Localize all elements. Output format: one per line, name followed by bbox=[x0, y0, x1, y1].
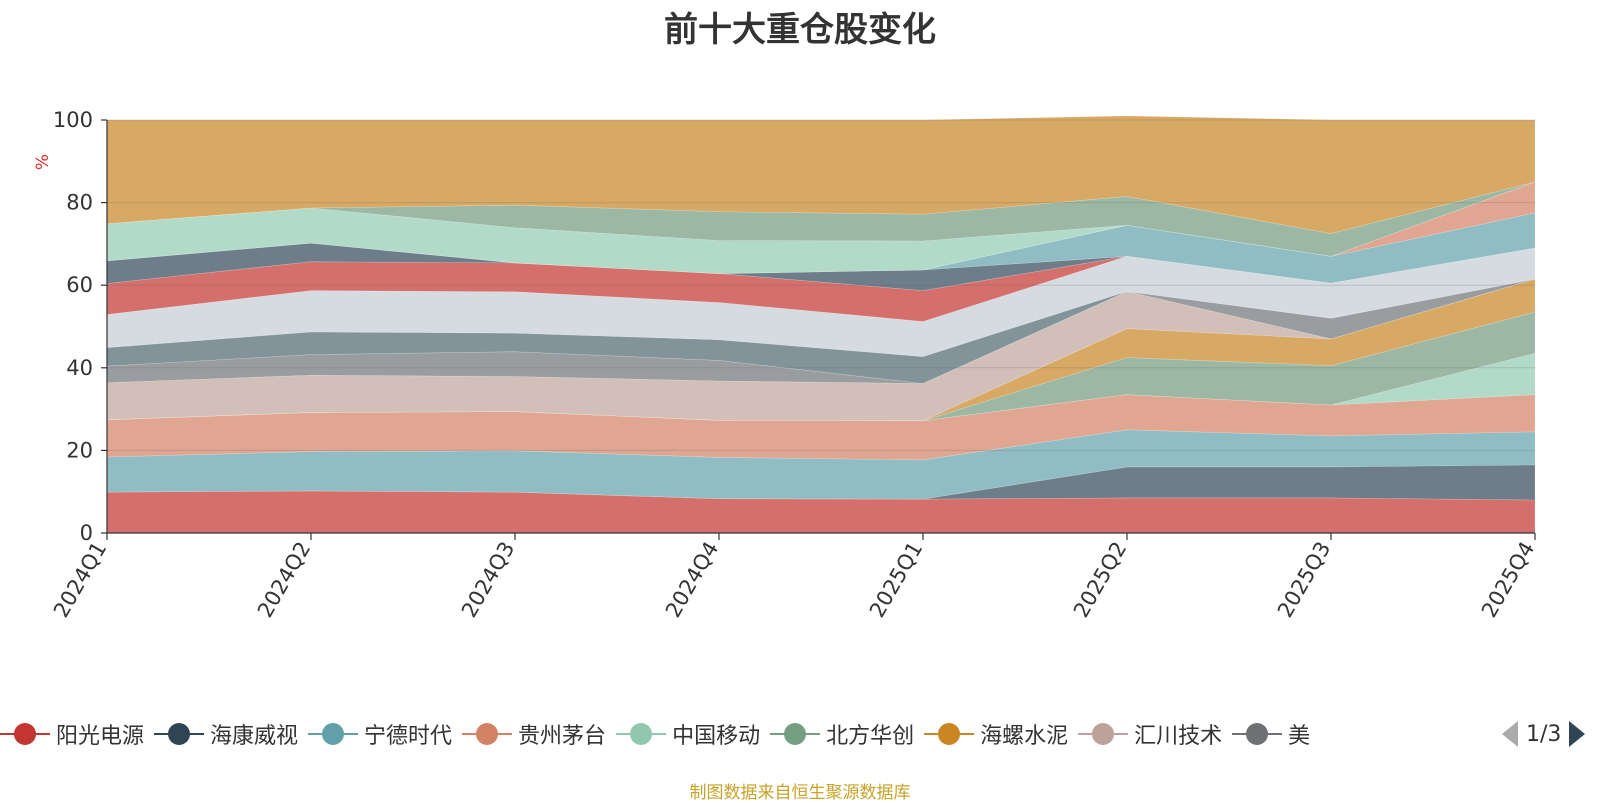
y-tick-label: 100 bbox=[53, 108, 93, 132]
area-series-4 bbox=[106, 352, 1536, 422]
x-tick-label: 2024Q2 bbox=[253, 538, 315, 622]
legend-marker-icon bbox=[1232, 723, 1283, 745]
x-tick-label: 2024Q3 bbox=[457, 538, 519, 622]
legend-label: 美 bbox=[1288, 724, 1311, 749]
x-tick-label: 2025Q3 bbox=[1273, 538, 1335, 622]
legend-marker-icon bbox=[308, 723, 359, 745]
legend-label: 阳光电源 bbox=[56, 724, 145, 749]
area-series-2 bbox=[106, 429, 1536, 500]
stacked-area-chart: 0 20 40 60 80 100 2024Q1 2024Q2 2024Q3 2024Q4 2025… bbox=[33, 108, 1539, 622]
x-tick-label: 2025Q2 bbox=[1069, 538, 1131, 622]
area-series-group bbox=[106, 115, 1536, 534]
legend-label: 海康威视 bbox=[210, 724, 299, 749]
legend-item[interactable]: 中国移动 bbox=[616, 714, 760, 754]
legend-pager: 1/3 bbox=[1500, 714, 1587, 754]
legend-item[interactable]: 海螺水泥 bbox=[924, 714, 1068, 754]
legend-label: 北方华创 bbox=[826, 724, 915, 749]
x-tick-label: 2024Q4 bbox=[661, 538, 723, 622]
legend-item[interactable]: 汇川技术 bbox=[1078, 714, 1222, 754]
data-source-footer: 制图数据来自恒生聚源数据库 bbox=[689, 783, 911, 803]
legend-marker-icon bbox=[770, 723, 821, 745]
legend-item[interactable]: 海康威视 bbox=[154, 714, 298, 754]
legend-item[interactable]: 贵州茅台 bbox=[462, 714, 606, 754]
y-tick-label: 20 bbox=[66, 438, 93, 462]
y-axis-label: % bbox=[33, 154, 53, 170]
legend-marker-icon bbox=[924, 723, 975, 745]
legend-item[interactable]: 北方华创 bbox=[770, 714, 914, 754]
legend-item[interactable]: 阳光电源 bbox=[0, 714, 144, 754]
y-tick-label: 0 bbox=[80, 521, 93, 545]
legend-item[interactable]: 美 bbox=[1232, 714, 1310, 754]
y-tick-label: 80 bbox=[66, 191, 93, 215]
legend-label: 海螺水泥 bbox=[980, 724, 1069, 749]
y-tick-label: 60 bbox=[66, 273, 93, 297]
legend-marker-icon bbox=[0, 723, 50, 745]
legend-marker-icon bbox=[1078, 723, 1129, 745]
x-tick-label: 2024Q1 bbox=[49, 538, 111, 622]
area-series-6 bbox=[106, 278, 1536, 422]
legend-label: 汇川技术 bbox=[1134, 724, 1223, 749]
gridlines bbox=[107, 119, 1535, 451]
legend-marker-icon bbox=[616, 723, 667, 745]
area-series-5 bbox=[106, 311, 1536, 422]
y-tick-label: 40 bbox=[66, 356, 93, 380]
x-tick-label: 2025Q1 bbox=[865, 538, 927, 622]
legend-items: 阳光电源 海康威视 宁德时代 贵州茅台 中国移动 北方华创 海螺水泥 汇川技术 美 bbox=[0, 714, 1474, 754]
legend-marker-icon bbox=[462, 723, 513, 745]
legend-next-icon[interactable] bbox=[1567, 719, 1587, 749]
legend-item[interactable]: 宁德时代 bbox=[308, 714, 452, 754]
area-series-17 bbox=[106, 115, 1536, 234]
legend-marker-icon bbox=[154, 723, 205, 745]
legend-label: 宁德时代 bbox=[364, 724, 453, 749]
legend-page-indicator: 1/3 bbox=[1526, 721, 1562, 747]
legend-label: 中国移动 bbox=[672, 724, 761, 749]
legend-label: 贵州茅台 bbox=[518, 724, 607, 749]
chart-title: 前十大重仓股变化 bbox=[664, 10, 936, 50]
legend-prev-icon[interactable] bbox=[1500, 719, 1520, 749]
legend: 阳光电源 海康威视 宁德时代 贵州茅台 中国移动 北方华创 海螺水泥 汇川技术 美 1/3 bbox=[0, 714, 1600, 754]
x-tick-label: 2025Q4 bbox=[1477, 538, 1539, 622]
